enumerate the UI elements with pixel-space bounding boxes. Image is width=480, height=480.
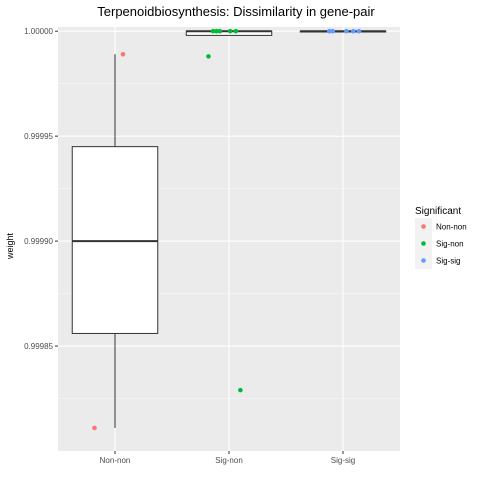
data-point-sig-sig — [350, 28, 356, 34]
legend: Significant Non-non Sig-non Sig-sig — [415, 206, 467, 269]
x-tick-label: Sig-non — [215, 456, 243, 465]
chart-title: Terpenoidbiosynthesis: Dissimilarity in … — [97, 4, 375, 19]
data-point-sig-non — [206, 54, 211, 59]
data-point-sig-non — [217, 28, 223, 34]
legend-label: Sig-sig — [436, 257, 460, 266]
box-non-non — [71, 54, 159, 428]
data-point-sig-sig — [356, 28, 362, 34]
y-tick-label: 0.99990 — [24, 237, 53, 246]
data-points — [92, 28, 362, 431]
box-sig-sig — [299, 30, 387, 33]
legend-key-point — [421, 224, 426, 229]
data-point-sig-non — [214, 28, 219, 34]
data-point-sig-sig — [327, 28, 332, 34]
legend-label: Non-non — [436, 223, 467, 232]
box-body — [71, 146, 159, 334]
data-point-sig-non — [238, 387, 243, 393]
y-tick-label: 0.99985 — [24, 342, 53, 351]
x-tick-label: Sig-sig — [331, 456, 355, 465]
y-axis-title: weight — [5, 232, 15, 260]
x-tick-label: Non-non — [100, 456, 131, 465]
data-point-sig-non — [227, 28, 233, 34]
axes: 0.99985 0.99990 0.99995 1.00000 Non-non Sig-n… — [24, 27, 355, 465]
legend-label: Sig-non — [436, 240, 464, 249]
data-point-sig-non — [233, 28, 239, 34]
legend-key-point — [421, 258, 426, 263]
data-point-non-non — [120, 51, 126, 57]
y-tick-label: 0.99995 — [24, 132, 53, 141]
data-point-non-non — [92, 425, 97, 431]
data-point-sig-sig — [330, 28, 336, 34]
legend-key-point — [421, 241, 426, 246]
boxes — [71, 30, 387, 428]
data-point-sig-non — [210, 28, 216, 34]
legend-title: Significant — [415, 206, 461, 217]
data-point-sig-sig — [344, 28, 349, 34]
y-tick-label: 1.00000 — [24, 27, 53, 36]
